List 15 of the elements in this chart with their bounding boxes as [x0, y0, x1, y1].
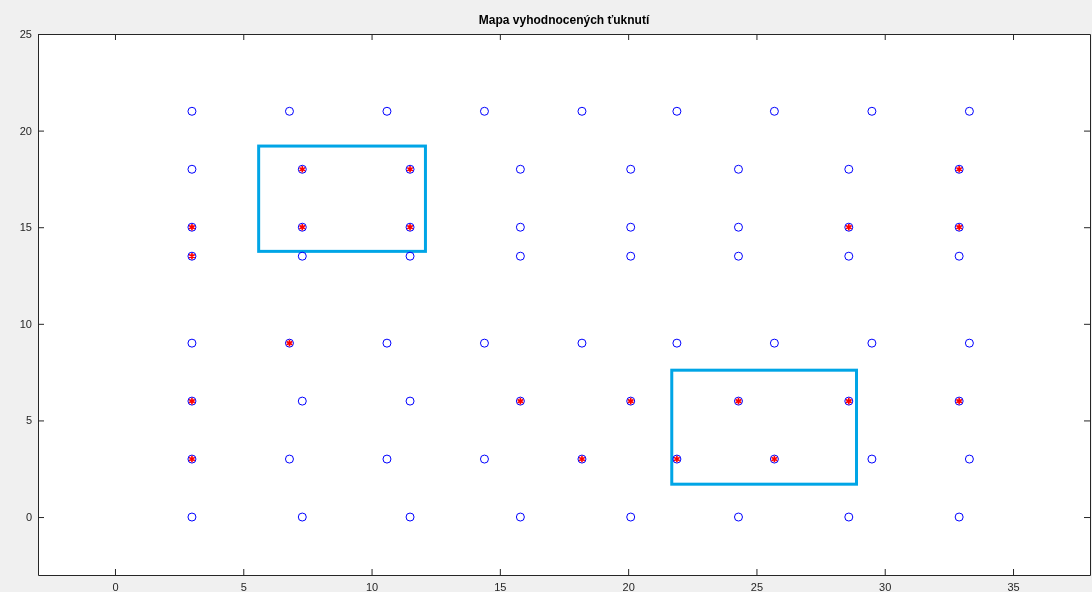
- x-tick-label: 15: [494, 580, 507, 592]
- y-tick-label: 25: [19, 28, 32, 41]
- y-tick-label: 10: [19, 317, 32, 330]
- y-tick-label: 0: [25, 511, 32, 524]
- chart-title: Mapa vyhodnocených ťuknutí: [478, 13, 650, 27]
- x-tick-label: 0: [112, 580, 119, 592]
- x-tick-label: 35: [1007, 580, 1020, 592]
- x-tick-label: 5: [240, 580, 247, 592]
- y-tick-label: 20: [19, 124, 32, 137]
- y-tick-label: 15: [19, 221, 32, 234]
- y-tick-label: 5: [25, 414, 32, 427]
- x-tick-label: 30: [879, 580, 892, 592]
- x-tick-label: 20: [622, 580, 635, 592]
- x-tick-label: 10: [365, 580, 379, 592]
- x-tick-label: 25: [750, 580, 764, 592]
